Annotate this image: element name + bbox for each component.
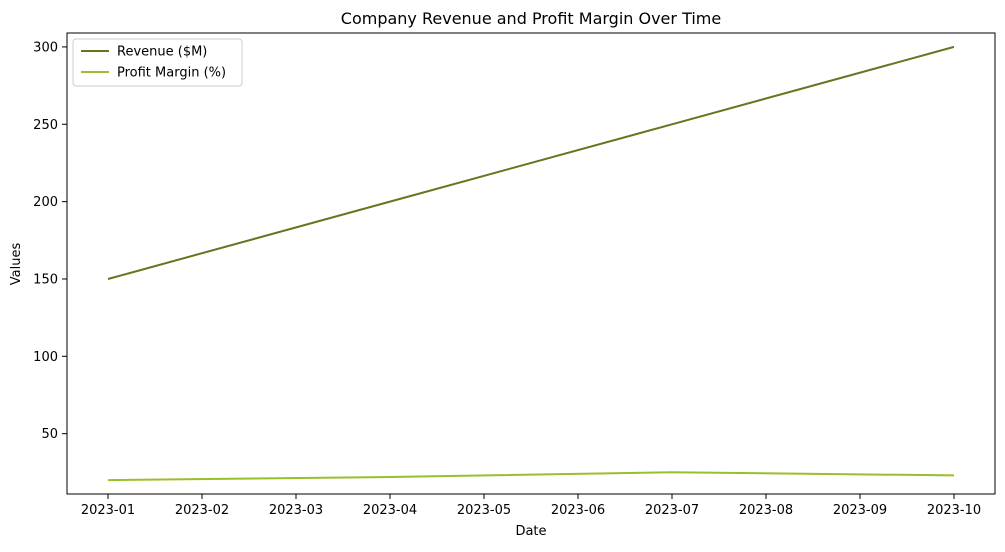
x-tick-label: 2023-04	[363, 503, 417, 518]
legend: Revenue ($M) Profit Margin (%)	[72, 38, 243, 87]
x-tick-label: 2023-03	[269, 503, 323, 518]
y-tick-label: 200	[33, 195, 58, 210]
series-line-revenue	[107, 45, 955, 280]
legend-label: Revenue ($M)	[117, 45, 207, 60]
y-tick-label: 50	[41, 427, 58, 442]
x-tick-label: 2023-10	[927, 503, 981, 518]
x-tick-label: 2023-01	[81, 503, 135, 518]
series-line-profit-margin	[107, 471, 955, 482]
chart-title: Company Revenue and Profit Margin Over T…	[341, 9, 721, 28]
y-tick-label: 150	[33, 272, 58, 287]
plot-area: 2023-01 2023-02 2023-03 2023-04 2023-05 2023-…	[33, 40, 981, 518]
y-axis-label: Values	[9, 243, 24, 286]
x-tick-label: 2023-07	[645, 503, 699, 518]
plot-frame	[66, 32, 996, 495]
x-tick-label: 2023-09	[833, 503, 887, 518]
y-tick-label: 250	[33, 118, 58, 133]
y-tick-label: 300	[33, 40, 58, 55]
x-tick-label: 2023-08	[739, 503, 793, 518]
y-tick-label: 100	[33, 350, 58, 365]
x-tick-label: 2023-05	[457, 503, 511, 518]
x-axis-label: Date	[515, 524, 546, 539]
x-tick-label: 2023-06	[551, 503, 605, 518]
x-tick-label: 2023-02	[175, 503, 229, 518]
legend-box	[72, 38, 243, 87]
legend-label: Profit Margin (%)	[117, 66, 226, 81]
